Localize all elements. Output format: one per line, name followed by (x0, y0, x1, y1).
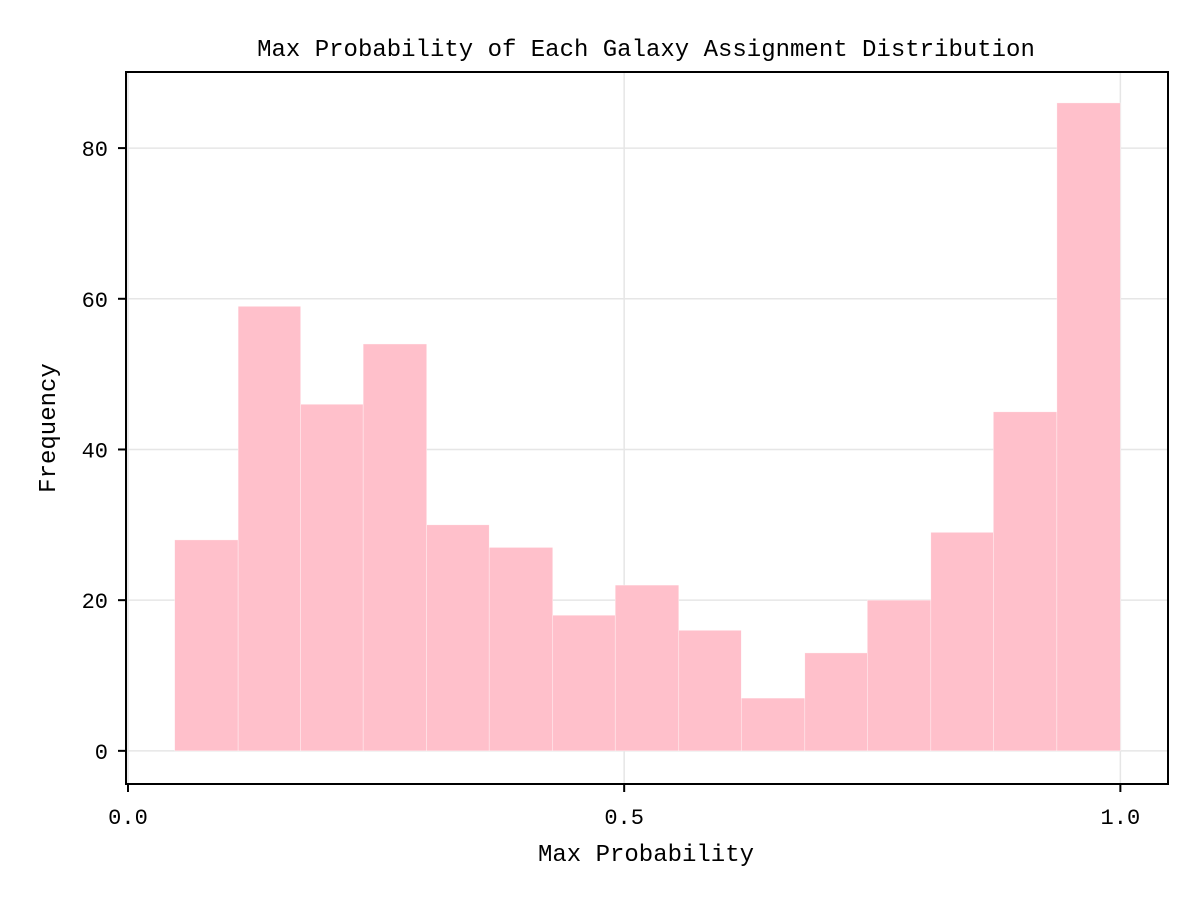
histogram-bar (804, 652, 868, 752)
x-tick-label: 0.5 (604, 806, 644, 831)
y-tick-label: 20 (82, 590, 108, 615)
y-tick-label: 40 (82, 439, 108, 464)
histogram-bar (930, 532, 994, 752)
chart-title: Max Probability of Each Galaxy Assignmen… (257, 37, 1035, 64)
y-tick-label: 60 (82, 289, 108, 314)
histogram-bar (993, 411, 1058, 752)
y-axis-ticks: 0 20 40 60 80 (82, 138, 126, 766)
histogram-bar (488, 547, 554, 752)
histogram-bar (740, 697, 806, 752)
x-axis-label: Max Probability (538, 842, 754, 869)
plot-frame (125, 71, 1169, 785)
histogram-bar (237, 306, 301, 752)
histogram-bar (1056, 102, 1121, 752)
x-tick-label: 0.0 (108, 806, 148, 831)
histogram-bar (552, 614, 616, 752)
histogram-bar (678, 629, 742, 752)
histogram-bar (614, 584, 680, 752)
histogram-bar (300, 403, 364, 752)
y-axis-label: Frequency (36, 363, 63, 493)
x-axis-ticks: 0.0 0.5 1.0 (108, 784, 1140, 831)
histogram-bar (867, 599, 932, 752)
histogram-bar (174, 539, 239, 752)
y-tick-label: 0 (95, 741, 108, 766)
histogram-bars (174, 102, 1121, 752)
y-tick-label: 80 (82, 138, 108, 163)
histogram-bar (362, 343, 427, 752)
x-tick-label: 1.0 (1101, 806, 1141, 831)
histogram-bar (426, 524, 490, 752)
